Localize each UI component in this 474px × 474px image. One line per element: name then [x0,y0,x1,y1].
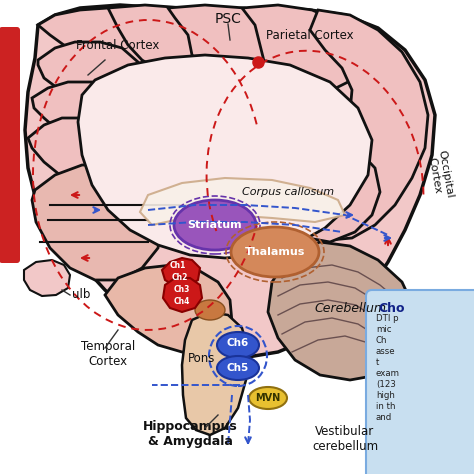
Text: Hippocampus
& Amygdala: Hippocampus & Amygdala [143,420,237,448]
Text: Pons: Pons [188,352,215,365]
Polygon shape [38,42,142,108]
Polygon shape [24,260,70,296]
FancyBboxPatch shape [366,290,474,474]
Polygon shape [242,5,360,92]
Text: Ch: Ch [376,336,388,345]
Text: Ch3: Ch3 [174,285,190,294]
Text: Vestibular
cerebellum: Vestibular cerebellum [312,425,378,453]
Polygon shape [25,5,435,358]
Ellipse shape [217,356,259,380]
Text: Frontal Cortex: Frontal Cortex [76,39,160,52]
Ellipse shape [195,300,225,320]
Polygon shape [32,165,162,280]
Text: Thalamus: Thalamus [245,247,305,257]
Text: in th: in th [376,402,395,411]
Text: (123: (123 [376,380,396,389]
Text: Cho: Cho [378,302,404,315]
Text: asse: asse [376,347,396,356]
Text: Ch6: Ch6 [227,338,249,348]
Text: Parietal Cortex: Parietal Cortex [266,29,354,42]
Polygon shape [268,242,415,380]
Text: exam: exam [376,369,400,378]
Ellipse shape [231,227,319,277]
Polygon shape [282,142,380,242]
Polygon shape [105,265,232,352]
Text: high: high [376,391,395,400]
Text: DTI p: DTI p [376,314,399,323]
Text: and: and [376,413,392,422]
Polygon shape [140,178,345,225]
Text: Ch4: Ch4 [174,298,190,307]
Polygon shape [38,8,158,75]
Text: Cerebellum: Cerebellum [314,301,386,315]
Polygon shape [162,258,200,286]
Text: Occipital
Cortex: Occipital Cortex [425,149,455,201]
Text: Ch2: Ch2 [172,273,188,283]
Ellipse shape [217,332,259,358]
Polygon shape [182,312,248,435]
Text: t: t [376,358,379,367]
FancyBboxPatch shape [0,27,20,263]
Ellipse shape [174,200,256,250]
Polygon shape [28,118,110,180]
Text: PSC: PSC [215,12,241,26]
Text: Corpus callosum: Corpus callosum [242,187,334,197]
Text: Ch1: Ch1 [170,261,186,270]
Text: Temporal
Cortex: Temporal Cortex [81,340,135,368]
Polygon shape [285,10,428,240]
Text: ulb: ulb [72,289,91,301]
Polygon shape [78,55,372,258]
Text: Striatum: Striatum [188,220,242,230]
Text: Ch5: Ch5 [227,363,249,373]
Polygon shape [163,278,202,312]
Polygon shape [108,5,232,78]
Ellipse shape [249,387,287,409]
Polygon shape [32,82,125,145]
Text: mic: mic [376,325,392,334]
Text: MVN: MVN [255,393,281,403]
Polygon shape [168,5,285,78]
